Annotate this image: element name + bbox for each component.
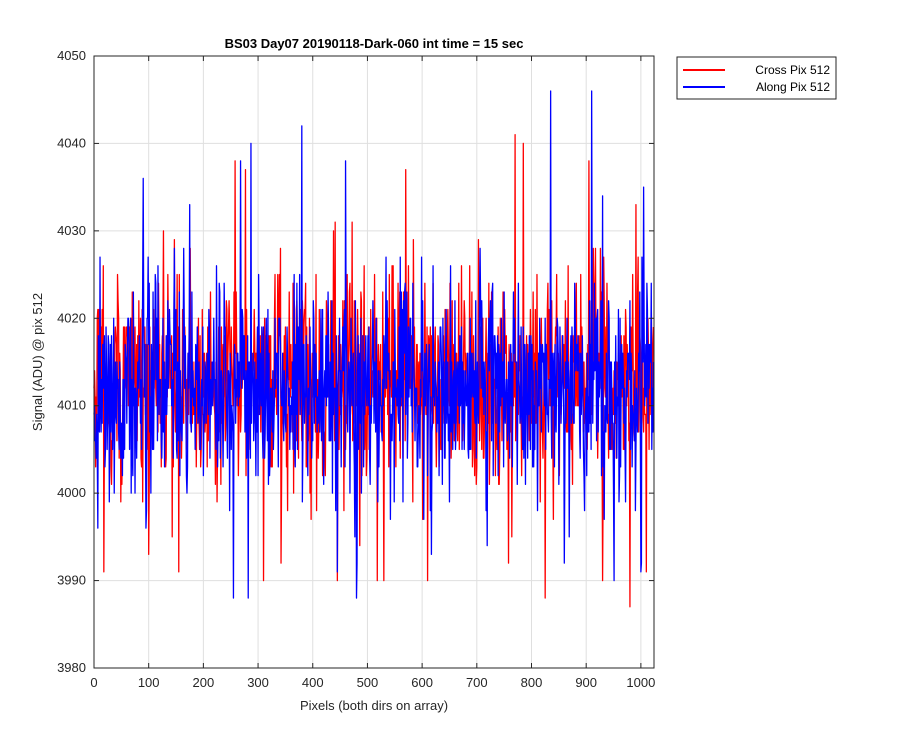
x-tick-label: 600	[411, 675, 433, 690]
x-tick-label: 400	[302, 675, 324, 690]
y-tick-label: 4010	[57, 398, 86, 413]
x-tick-label: 200	[193, 675, 215, 690]
legend: Cross Pix 512 Along Pix 512	[676, 56, 837, 100]
legend-label-cross-pix-512: Cross Pix 512	[755, 63, 830, 77]
y-tick-label: 3990	[57, 573, 86, 588]
x-tick-label: 500	[357, 675, 379, 690]
plot-frame	[93, 55, 655, 669]
series-line-along-pix-512	[93, 90, 655, 599]
y-tick-label: 4020	[57, 310, 86, 325]
y-tick-label: 4030	[57, 223, 86, 238]
x-tick-label: 800	[521, 675, 543, 690]
y-axis-title: Signal (ADU) @ pix 512	[30, 293, 45, 431]
x-axis-title: Pixels (both dirs on array)	[300, 698, 448, 713]
x-tick-label: 300	[247, 675, 269, 690]
x-tick-label: 0	[90, 675, 97, 690]
axis-ticks: 0 100 200 300 400 500 600 700 800 900 1000 3980 3990…	[57, 48, 655, 690]
y-tick-label: 4050	[57, 48, 86, 63]
y-tick-label: 4040	[57, 135, 86, 150]
legend-label-along-pix-512: Along Pix 512	[756, 80, 830, 94]
x-tick-label: 900	[575, 675, 597, 690]
legend-box	[676, 56, 837, 100]
y-tick-label: 4000	[57, 485, 86, 500]
series-group	[93, 90, 655, 608]
y-tick-label: 3980	[57, 660, 86, 675]
x-tick-label: 1000	[626, 675, 655, 690]
x-tick-label: 100	[138, 675, 160, 690]
x-tick-label: 700	[466, 675, 488, 690]
chart-title: BS03 Day07 20190118-Dark-060 int time = …	[225, 36, 524, 51]
